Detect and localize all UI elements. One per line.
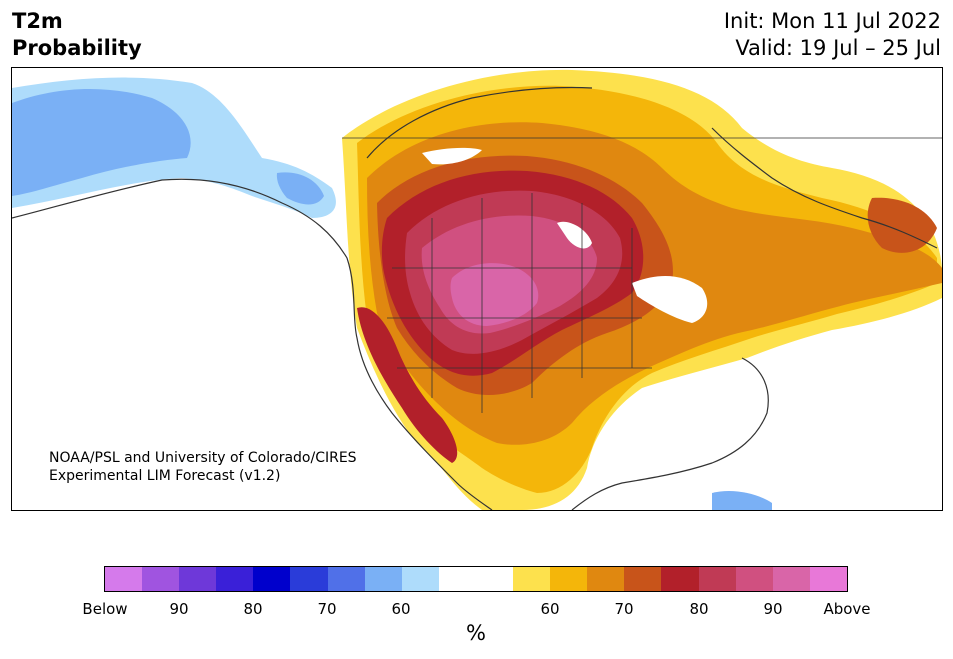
colorbar-tick-4: 60 — [391, 600, 411, 618]
colorbar-segment-16 — [698, 567, 736, 591]
map-title: T2m Probability — [12, 8, 142, 62]
colorbar-tick-5: 60 — [540, 600, 560, 618]
colorbar-segment-9 — [438, 567, 476, 591]
init-date: Init: Mon 11 Jul 2022 — [723, 9, 941, 33]
caribbean-blue-patch — [712, 491, 772, 510]
state-borders — [342, 137, 942, 413]
colorbar-segment-10 — [475, 567, 514, 591]
valid-range: Valid: 19 Jul – 25 Jul — [735, 36, 941, 60]
hudson-bay-lake — [422, 147, 482, 165]
colorbar-segment-2 — [179, 567, 217, 591]
title-subject: Probability — [12, 36, 142, 60]
colorbar-unit: % — [466, 621, 486, 645]
colorbar-segment-11 — [513, 567, 551, 591]
colorbar-segment-7 — [364, 567, 402, 591]
colorbar-segment-15 — [661, 567, 699, 591]
credit-line-1: NOAA/PSL and University of Colorado/CIRE… — [49, 450, 357, 466]
lake-winnipeg — [557, 221, 592, 249]
colorbar-tick-6: 70 — [614, 600, 634, 618]
colorbar-segment-8 — [401, 567, 439, 591]
coastlines — [12, 86, 938, 510]
colorbar-segment-3 — [216, 567, 254, 591]
colorbar-segment-12 — [550, 567, 588, 591]
colorbar-segment-14 — [624, 567, 662, 591]
probability-colorbar — [104, 566, 848, 592]
colorbar-tick-2: 80 — [243, 600, 263, 618]
map-credit: NOAA/PSL and University of Colorado/CIRE… — [49, 449, 357, 485]
colorbar-tick-0: Below — [82, 600, 128, 618]
colorbar-segment-0 — [105, 567, 143, 591]
colorbar-segment-13 — [587, 567, 625, 591]
credit-line-2: Experimental LIM Forecast (v1.2) — [49, 468, 281, 484]
colorbar-segment-6 — [327, 567, 365, 591]
warm-magenta-core — [450, 263, 539, 326]
colorbar-tick-8: 90 — [763, 600, 783, 618]
colorbar-tick-1: 90 — [169, 600, 189, 618]
colorbar-segment-4 — [253, 567, 291, 591]
yukon-blue-patch — [276, 172, 324, 205]
california-red-region — [357, 307, 458, 463]
colorbar-tick-7: 80 — [689, 600, 709, 618]
colorbar-segment-5 — [290, 567, 328, 591]
colorbar-tick-9: Above — [823, 600, 871, 618]
alaska-blue-region — [12, 88, 191, 196]
probability-map — [12, 69, 942, 510]
colorbar-segment-18 — [772, 567, 810, 591]
colorbar-tick-3: 70 — [317, 600, 337, 618]
colorbar-segment-17 — [735, 567, 773, 591]
great-lakes — [632, 276, 708, 323]
title-variable: T2m — [12, 9, 63, 33]
forecast-dates: Init: Mon 11 Jul 2022 Valid: 19 Jul – 25… — [724, 8, 941, 62]
colorbar-segment-1 — [142, 567, 180, 591]
map-panel — [11, 67, 943, 511]
colorbar-segment-19 — [809, 567, 847, 591]
